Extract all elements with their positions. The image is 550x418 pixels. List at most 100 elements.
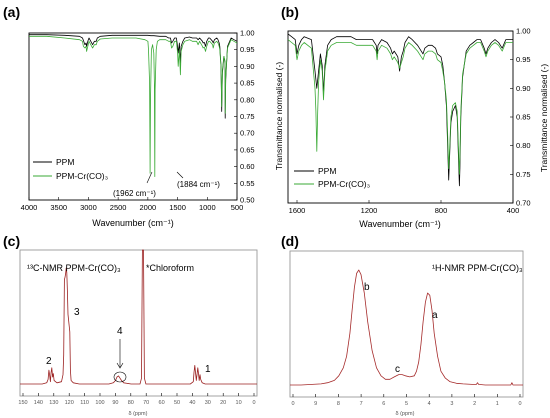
panel-c-annotation-chloroform: *Chloroform (146, 263, 194, 273)
panel-c-x-tick-label: 150 (18, 400, 27, 406)
panel-d-annotation-c: c (395, 364, 400, 375)
panel-c-annotation-4: 4 (117, 326, 123, 337)
panel-c-annotation-3: 3 (74, 307, 80, 318)
panel-b-y-tick-label: 0.85 (516, 113, 531, 122)
panel-a-x-tick-label: 1500 (169, 203, 186, 212)
panel-a-series-line-2 (29, 35, 238, 177)
panel-c-x-axis-title: δ (ppm) (129, 411, 148, 417)
panel-b-y-tick-label: 0.90 (516, 84, 531, 93)
panel-a-annotation-1884-leader (176, 171, 184, 179)
panel-c-x-tick-label: 0 (252, 400, 255, 406)
panel-d-x-tick-label: 0 (291, 401, 294, 407)
panel-b-label: (b) (281, 4, 299, 20)
panel-b-legend-label-ppm: PPM (318, 166, 336, 176)
panel-d-x-axis: 0 9 8 7 6 5 4 3 2 1 0 (291, 394, 522, 407)
panel-a-x-tick-label: 2000 (140, 203, 157, 212)
panel-d-series-line-1 (290, 269, 523, 386)
panel-b-plot-frame (287, 30, 514, 204)
panel-d-x-tick-label: 8 (337, 401, 340, 407)
panel-b-x-axis: 1600 1200 800 400 (289, 200, 520, 215)
panel-c-x-tick-label: 40 (189, 400, 195, 406)
panel-a-y-axis-title: Transmittance normalised (-) (274, 62, 284, 170)
panel-b-legend-label-ppm-cr: PPM-Cr(CO)₃ (318, 179, 370, 189)
panel-c-annotation-1: 1 (205, 364, 211, 375)
panel-b-series (287, 33, 513, 187)
panel-c-title: ¹³C-NMR PPM-Cr(CO)₃ (27, 263, 121, 273)
panel-c-x-axis: 150 140 130 120 110 100 90 80 70 60 50 40 30 20 10 0 (18, 393, 256, 406)
panel-a-x-tick-label: 3500 (50, 203, 67, 212)
panel-d-spectrum (290, 269, 523, 386)
panel-a-annotation-1884: (1884 cm⁻¹) (177, 180, 220, 189)
panel-a-ftir-full: (a) 4000 3500 3000 2500 2000 1500 1000 500 0.50… (3, 4, 284, 228)
panel-c-x-tick-label: 140 (34, 400, 43, 406)
panel-a-y-tick-label: 0.90 (240, 62, 255, 71)
panel-b-y-tick-label: 0.70 (516, 199, 531, 208)
panel-d-x-axis-title: δ (ppm) (396, 411, 415, 417)
panel-d-label: (d) (281, 233, 299, 249)
panel-a-y-tick-label: 0.95 (240, 45, 255, 54)
panel-c-label: (c) (3, 233, 20, 249)
panel-c-13c-nmr: (c) 150 140 130 120 110 100 90 80 70 60 50 40 30 20 10… (3, 233, 258, 417)
panel-a-y-tick-label: 0.55 (240, 179, 255, 188)
panel-c-x-tick-label: 10 (236, 400, 242, 406)
panel-a-y-tick-label: 0.50 (240, 196, 255, 205)
panel-c-x-tick-label: 60 (159, 400, 165, 406)
panel-a-y-tick-label: 1.00 (240, 29, 255, 38)
panel-d-x-tick-label: 3 (450, 401, 453, 407)
panel-d-annotation-a: a (432, 310, 438, 321)
panel-a-annotation-1962-leader (146, 171, 153, 184)
panel-c-x-tick-label: 50 (174, 400, 180, 406)
panel-b-series-line-2 (287, 39, 513, 175)
panel-a-series (29, 34, 238, 177)
panel-d-x-tick-label: 6 (382, 401, 385, 407)
panel-a-x-axis: 4000 3500 3000 2500 2000 1500 1000 500 (21, 197, 244, 212)
panel-d-1h-nmr: (d) 0 9 8 7 6 5 4 3 2 1 0 δ (ppm) ¹H-NMR PPM-Cr(CO… (281, 233, 524, 417)
panel-c-annotation-2: 2 (46, 356, 52, 367)
panel-d-x-tick-label: 5 (405, 401, 408, 407)
panel-b-x-axis-title: Wavenumber (cm⁻¹) (359, 219, 440, 229)
panel-a-y-tick-label: 0.80 (240, 95, 255, 104)
panel-c-x-tick-label: 120 (65, 400, 74, 406)
panel-a-legend-label-ppm-cr: PPM-Cr(CO)₃ (56, 171, 108, 181)
panel-a-x-tick-label: 1000 (199, 203, 216, 212)
panel-d-x-tick-label: 2 (473, 401, 476, 407)
panel-a-y-tick-label: 0.70 (240, 129, 255, 138)
panel-b-legend: PPM PPM-Cr(CO)₃ (294, 166, 370, 189)
panel-a-x-axis-title: Wavenumber (cm⁻¹) (92, 218, 173, 228)
panel-a-legend: PPM PPM-Cr(CO)₃ (33, 157, 108, 181)
panel-d-x-tick-label: 9 (314, 401, 317, 407)
panel-c-annotation-4-circle (113, 371, 127, 383)
panel-c-x-tick-label: 110 (80, 400, 89, 406)
panel-b-x-tick-label: 400 (507, 206, 520, 215)
panel-d-annotation-b: b (364, 282, 370, 293)
panel-b-x-tick-label: 1200 (361, 206, 378, 215)
panel-b-y-axis-title: Transmittance normalised (-) (539, 64, 549, 172)
panel-c-x-tick-label: 100 (95, 400, 104, 406)
panel-b-y-tick-label: 1.00 (516, 27, 531, 36)
panel-a-x-tick-label: 3000 (80, 203, 97, 212)
panel-a-y-axis: 0.50 0.55 0.60 0.65 0.70 0.75 0.80 0.85 0.90 0.95… (234, 29, 255, 205)
panel-b-series-line-1 (287, 33, 513, 187)
panel-b-ftir-zoom: (b) 1600 1200 800 400 0.700.750.800.850.900… (281, 4, 549, 229)
panel-a-annotation-1962: (1962 cm⁻¹) (113, 189, 156, 198)
panel-a-legend-label-ppm: PPM (56, 157, 74, 167)
panel-b-y-tick-label: 0.75 (516, 170, 531, 179)
panel-c-x-tick-label: 90 (112, 400, 118, 406)
panel-c-annotation-4-arrowhead (116, 362, 124, 369)
panel-a-series-line-1 (29, 34, 238, 119)
panel-a-x-tick-label: 500 (231, 203, 244, 212)
panel-c-plot-frame (19, 249, 258, 397)
panel-c-x-tick-label: 80 (128, 400, 134, 406)
panel-d-x-tick-label: 0 (518, 401, 521, 407)
panel-d-x-tick-label: 4 (428, 401, 431, 407)
panel-a-y-tick-label: 0.75 (240, 112, 255, 121)
panel-d-title: ¹H-NMR PPM-Cr(CO)₃ (432, 263, 523, 273)
panel-c-x-tick-label: 130 (49, 400, 58, 406)
panel-b-y-tick-label: 0.95 (516, 55, 531, 64)
panel-c-x-tick-label: 70 (143, 400, 149, 406)
panel-c-x-tick-label: 20 (220, 400, 226, 406)
panel-d-x-tick-label: 7 (360, 401, 363, 407)
panel-c-x-tick-label: 30 (205, 400, 211, 406)
panel-a-y-tick-label: 0.85 (240, 79, 255, 88)
